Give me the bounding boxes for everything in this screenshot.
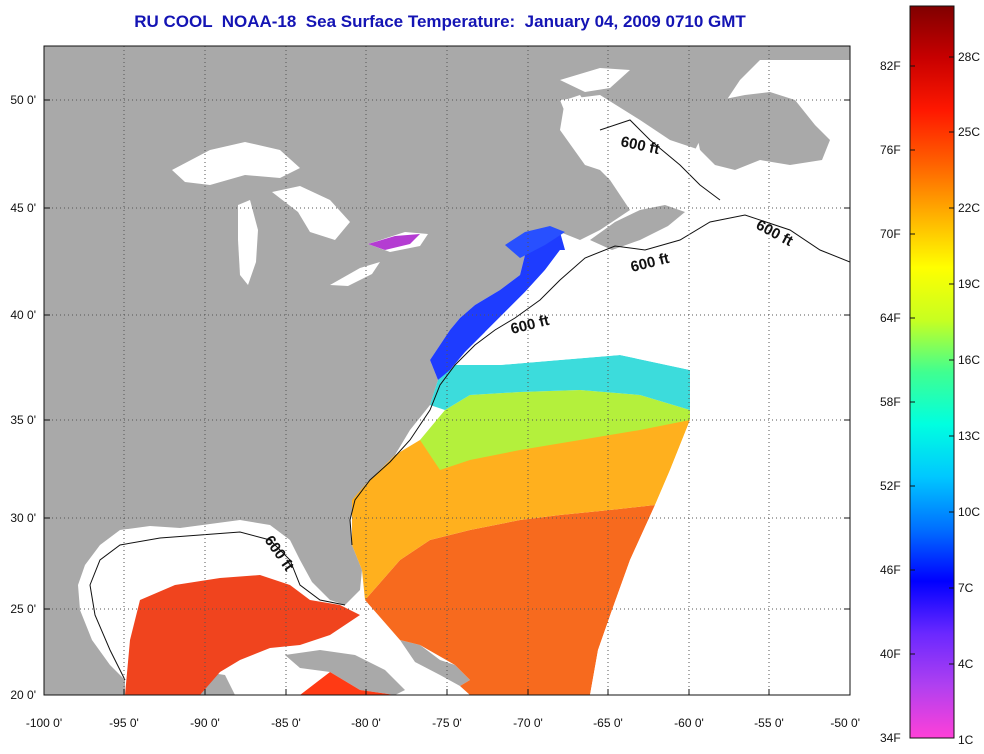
lon-tick-65: -65 0': [593, 716, 623, 730]
colorbar-c-19: 19C: [958, 277, 981, 291]
colorbar-c-1: 1C: [958, 733, 974, 747]
colorbar-f-40: 40F: [880, 647, 901, 661]
sst-gulf-stream-green: [420, 390, 690, 470]
sst-shelf-blue: [430, 232, 565, 380]
gulf-st-lawrence: [560, 95, 715, 200]
land-cuba: [285, 650, 405, 695]
sst-slope-cyan: [430, 355, 690, 410]
colorbar-c-28: 28C: [958, 50, 981, 64]
land-newfoundland: [695, 92, 830, 170]
no-data-east: [485, 250, 850, 695]
colorbar-c-10: 10C: [958, 505, 981, 519]
colorbar-c-25: 25C: [958, 125, 981, 139]
lake-michigan: [238, 200, 258, 285]
colorbar-c-7: 7C: [958, 581, 974, 595]
colorbar-f-52: 52F: [880, 479, 901, 493]
colorbar-f-64: 64F: [880, 311, 901, 325]
land-nova-scotia: [590, 205, 685, 250]
colorbar-f-46: 46F: [880, 563, 901, 577]
lon-tick-70: -70 0': [513, 716, 543, 730]
lat-tick-40: 40 0': [10, 308, 36, 322]
sst-shelf-nova-scotia-white: [545, 250, 600, 270]
sst-gulf-of-mexico: [125, 575, 360, 695]
lat-tick-20: 20 0': [10, 688, 36, 702]
colorbar-c-13: 13C: [958, 429, 981, 443]
isobath-600ft-atlantic: [349, 214, 850, 546]
graticule: [44, 46, 850, 695]
lon-tick-55: -55 0': [754, 716, 784, 730]
lon-tick-85: -85 0': [271, 716, 301, 730]
lon-tick-100: -100 0': [25, 716, 63, 730]
colorbar-c-4: 4C: [958, 657, 974, 671]
axis-ticks: [44, 99, 850, 695]
sst-gulf-of-maine-blue: [505, 226, 565, 258]
colorbar-ticks: [910, 56, 954, 665]
lat-tick-45: 45 0': [10, 201, 36, 215]
sst-south-atlantic: [365, 505, 655, 695]
lat-tick-50: 50 0': [10, 93, 36, 107]
sst-gulf-west-white: [85, 550, 160, 610]
colorbar-c-16: 16C: [958, 353, 981, 367]
lat-tick-25: 25 0': [10, 602, 36, 616]
lake-superior: [172, 142, 300, 185]
lon-tick-90: -90 0': [190, 716, 220, 730]
lon-tick-50: -50 0': [830, 716, 860, 730]
hudson-strait-white: [560, 68, 630, 92]
isobath-600ft-gulf: [89, 531, 346, 681]
lake-erie: [330, 262, 380, 286]
map-title: RU COOL NOAA-18 Sea Surface Temperature:…: [134, 12, 746, 31]
lon-tick-60: -60 0': [674, 716, 704, 730]
colorbar-f-58: 58F: [880, 395, 901, 409]
colorbar-c-22: 22C: [958, 201, 981, 215]
lon-tick-80: -80 0': [351, 716, 381, 730]
lon-tick-75: -75 0': [432, 716, 462, 730]
colorbar-f-82: 82F: [880, 59, 901, 73]
lat-tick-30: 30 0': [10, 511, 36, 525]
lat-tick-35: 35 0': [10, 413, 36, 427]
lon-tick-95: -95 0': [109, 716, 139, 730]
land-bahamas: [400, 640, 470, 686]
colorbar: [909, 5, 955, 739]
colorbar-f-76: 76F: [880, 143, 901, 157]
lake-huron: [272, 186, 350, 240]
colorbar-f-34: 34F: [880, 731, 901, 745]
isobath-600ft-stlawrence: [599, 119, 721, 201]
colorbar-f-70: 70F: [880, 227, 901, 241]
sst-cold-magenta: [368, 234, 420, 250]
sst-caribbean: [300, 672, 395, 695]
